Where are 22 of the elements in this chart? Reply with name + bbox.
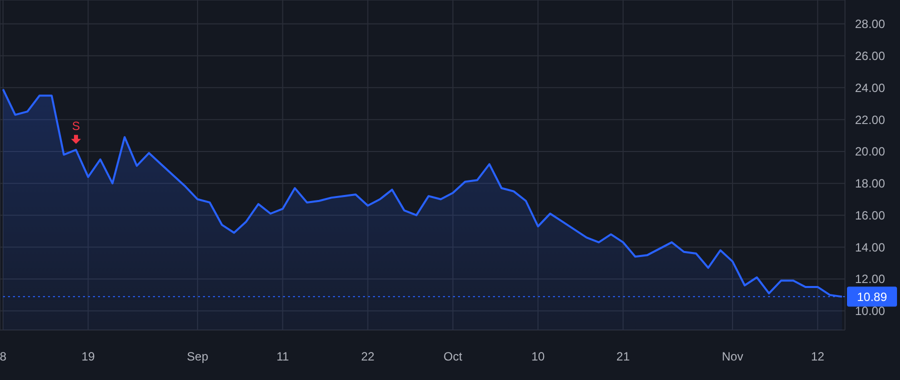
x-tick-label: 21	[616, 350, 630, 364]
y-tick-label: 16.00	[855, 208, 886, 222]
x-tick-label: Oct	[444, 350, 463, 364]
y-tick-label: 18.00	[855, 176, 886, 191]
y-tick-label: 22.00	[855, 112, 886, 127]
annotation: S	[72, 118, 80, 133]
x-tick-label: 22	[361, 350, 375, 364]
y-tick-label: 12.00	[855, 272, 886, 286]
x-tick-label: Sep	[186, 350, 209, 364]
x-tick-label: 19	[81, 350, 96, 364]
x-tick-label: 8	[0, 350, 7, 364]
x-tick-label: Nov	[722, 350, 744, 364]
y-tick-label: 14.00	[855, 240, 886, 254]
y-tick-label: 26.00	[855, 49, 886, 64]
ref-line-label: 10.89	[856, 290, 888, 304]
y-tick-label: 24.00	[855, 80, 886, 95]
x-tick-label: 12	[810, 350, 825, 364]
y-tick-label: 28.00	[855, 17, 886, 32]
x-tick-label: 11	[276, 350, 290, 364]
y-tick-label: 20.00	[855, 144, 886, 159]
x-tick-label: 10	[531, 350, 545, 364]
y-tick-label: 10.00	[855, 304, 886, 318]
